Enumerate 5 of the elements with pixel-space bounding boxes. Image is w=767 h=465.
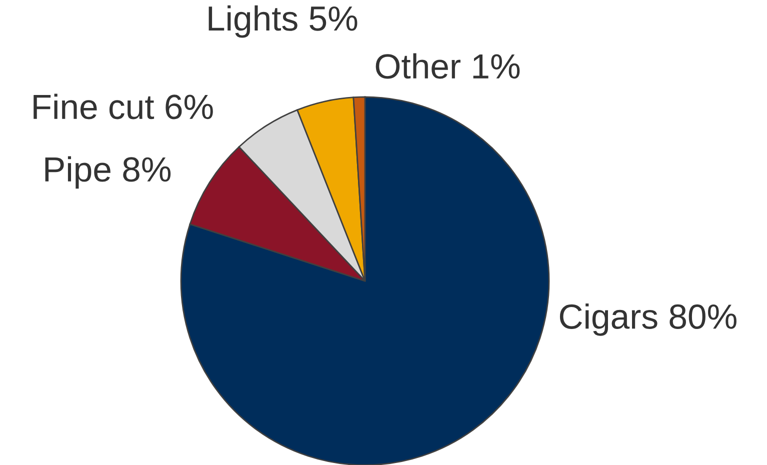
slice-label: Lights 5%	[208, 5, 358, 38]
slice-label: Pipe 8%	[45, 156, 171, 189]
slice-label: Fine cut 6%	[34, 94, 213, 120]
slice-label: Other 1%	[376, 53, 520, 79]
slice-label: Cigars 80%	[560, 303, 736, 336]
